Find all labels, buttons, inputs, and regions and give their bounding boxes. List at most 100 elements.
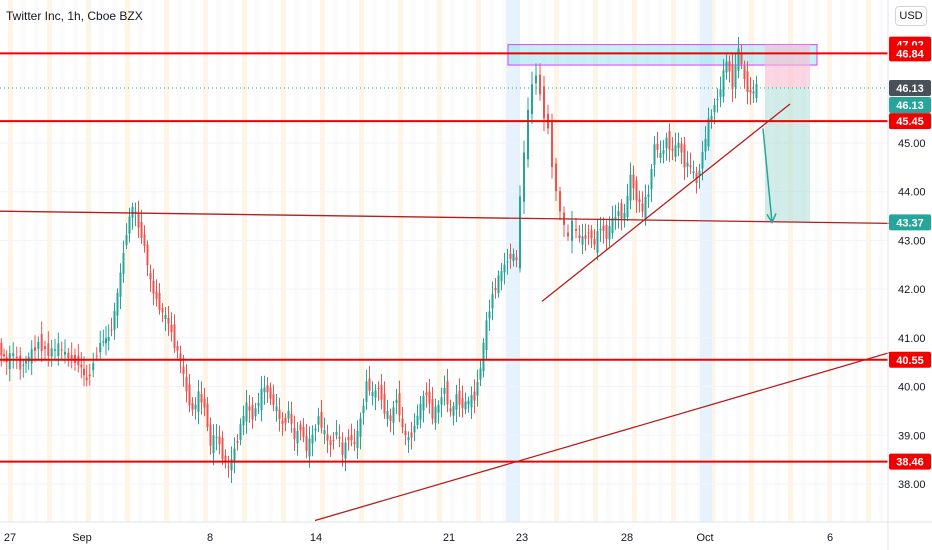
session-stripe <box>476 0 481 522</box>
candle-body <box>611 218 614 233</box>
forecast-drawing <box>762 128 777 224</box>
candle-body <box>40 334 43 352</box>
candle-body <box>260 388 263 410</box>
candle-body <box>320 412 323 428</box>
forecast-arrow[interactable] <box>762 128 773 223</box>
candle-body <box>137 213 140 228</box>
candle-body <box>449 408 452 412</box>
candle-body <box>515 257 518 260</box>
trendline[interactable] <box>541 103 791 302</box>
candle-body <box>599 228 602 231</box>
candle-body <box>602 225 605 231</box>
candle-body <box>105 338 107 344</box>
candle-body <box>188 384 191 406</box>
candle-body <box>470 395 473 408</box>
candle-body <box>551 120 553 167</box>
candle-body <box>374 390 377 398</box>
candle-body <box>99 342 102 353</box>
x-tick-label: 23 <box>516 532 528 544</box>
session-stripe <box>879 0 884 522</box>
candle-body <box>578 235 581 239</box>
candle-body <box>535 75 537 84</box>
candle-body <box>308 438 311 457</box>
level-badge <box>889 351 931 368</box>
candle-body <box>122 252 125 274</box>
session-stripe <box>21 0 26 522</box>
candle-body <box>323 430 326 435</box>
stop-loss-zone[interactable] <box>765 44 810 88</box>
session-stripe <box>700 0 712 522</box>
trendline[interactable] <box>0 210 891 225</box>
candle-body <box>677 142 680 149</box>
candle-body <box>458 390 461 405</box>
candle-body <box>257 402 260 406</box>
candle-body <box>519 196 521 269</box>
candle-body <box>485 320 488 351</box>
candle-body <box>584 235 587 239</box>
candle-body <box>251 404 254 420</box>
candle-body <box>473 391 476 401</box>
candle-body <box>110 329 113 331</box>
candle-body <box>365 381 368 402</box>
session-stripe <box>242 0 247 522</box>
candle-body <box>455 394 458 410</box>
trendline[interactable] <box>314 351 891 522</box>
candle-body <box>527 109 529 160</box>
y-tick-label: 41.00 <box>898 333 926 345</box>
session-stripe <box>372 0 377 522</box>
session-shading <box>8 0 884 522</box>
session-stripe <box>216 0 221 522</box>
session-stripe <box>554 0 559 522</box>
x-tick-label: 6 <box>827 532 833 544</box>
candle-body <box>752 91 755 94</box>
session-stripe <box>528 0 533 522</box>
candle-body <box>158 292 161 310</box>
candle-body <box>359 418 362 437</box>
forecast-arrow-head <box>766 213 777 224</box>
supply-zone[interactable] <box>507 44 818 66</box>
candle-body <box>131 206 134 218</box>
candle-body <box>47 343 50 357</box>
candle-body <box>437 404 440 413</box>
candle-body <box>269 387 272 399</box>
session-stripe <box>203 0 208 522</box>
candle-body <box>290 414 293 424</box>
candle-body <box>215 436 218 438</box>
candle-body <box>479 368 482 380</box>
candle-body <box>200 393 203 403</box>
session-stripe <box>138 0 143 522</box>
candle-body <box>173 324 176 348</box>
candle-body <box>368 378 371 391</box>
candle-body <box>344 442 347 459</box>
candle-body <box>164 315 167 320</box>
candle-body <box>197 391 200 412</box>
target-zone[interactable] <box>765 87 810 223</box>
candle-body <box>230 459 233 471</box>
candle-body <box>461 397 464 409</box>
candle-body <box>362 405 365 414</box>
session-stripe <box>671 0 676 522</box>
candle-body <box>70 354 73 361</box>
candle-body <box>182 366 185 375</box>
candle-body <box>8 353 11 370</box>
currency-button[interactable]: USD <box>895 6 927 26</box>
session-stripe <box>762 0 767 522</box>
candle-body <box>755 83 758 98</box>
x-tick-label: 21 <box>443 532 455 544</box>
candle-body <box>689 165 692 168</box>
session-stripe <box>645 0 650 522</box>
candle-body <box>500 270 503 282</box>
candle-body <box>353 441 356 445</box>
candle-body <box>482 342 485 372</box>
candle-body <box>506 261 509 263</box>
y-tick-label: 42.00 <box>898 284 926 296</box>
session-stripe <box>424 0 429 522</box>
candle-body <box>167 317 170 324</box>
candle-body <box>509 253 512 259</box>
candle-body <box>80 364 83 368</box>
candle-body <box>512 253 515 261</box>
candle-body <box>425 392 428 396</box>
session-stripe <box>99 0 104 522</box>
